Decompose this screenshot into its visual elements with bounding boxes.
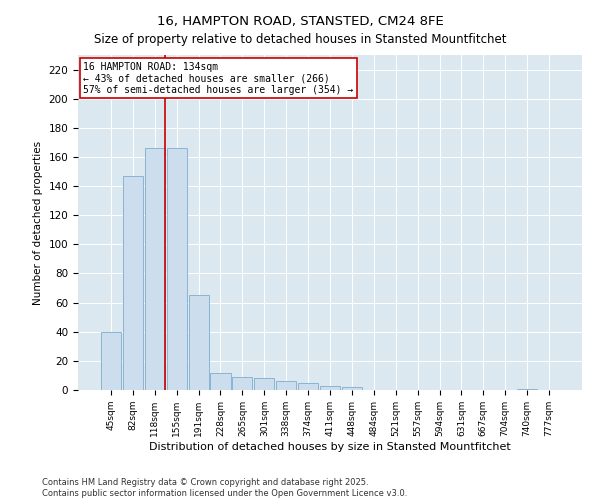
Bar	[211, 372, 230, 390]
Bar	[145, 148, 165, 390]
Bar	[101, 332, 121, 390]
Text: Contains HM Land Registry data © Crown copyright and database right 2025.
Contai: Contains HM Land Registry data © Crown c…	[42, 478, 407, 498]
Bar	[298, 382, 318, 390]
Bar	[123, 176, 143, 390]
Bar	[254, 378, 274, 390]
Bar	[167, 148, 187, 390]
Y-axis label: Number of detached properties: Number of detached properties	[33, 140, 43, 304]
X-axis label: Distribution of detached houses by size in Stansted Mountfitchet: Distribution of detached houses by size …	[149, 442, 511, 452]
Bar	[320, 386, 340, 390]
Text: Size of property relative to detached houses in Stansted Mountfitchet: Size of property relative to detached ho…	[94, 32, 506, 46]
Bar	[232, 377, 253, 390]
Bar	[517, 388, 537, 390]
Text: 16 HAMPTON ROAD: 134sqm
← 43% of detached houses are smaller (266)
57% of semi-d: 16 HAMPTON ROAD: 134sqm ← 43% of detache…	[83, 62, 353, 95]
Text: 16, HAMPTON ROAD, STANSTED, CM24 8FE: 16, HAMPTON ROAD, STANSTED, CM24 8FE	[157, 15, 443, 28]
Bar	[188, 296, 209, 390]
Bar	[342, 387, 362, 390]
Bar	[276, 382, 296, 390]
